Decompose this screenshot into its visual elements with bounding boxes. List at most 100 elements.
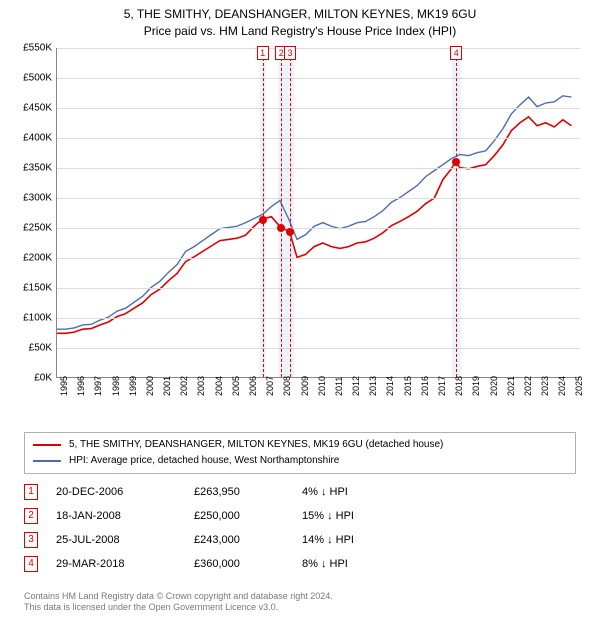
y-tick-label: £400K xyxy=(10,133,52,144)
x-tick-label: 2006 xyxy=(248,376,258,396)
y-tick-label: £200K xyxy=(10,253,52,264)
x-tick-label: 2002 xyxy=(179,376,189,396)
x-tick-label: 1999 xyxy=(128,376,138,396)
sale-marker-box: 4 xyxy=(450,46,462,60)
x-tick-label: 2024 xyxy=(557,376,567,396)
sales-date: 20-DEC-2006 xyxy=(56,486,176,498)
y-tick-label: £250K xyxy=(10,223,52,234)
y-tick-label: £100K xyxy=(10,313,52,324)
gridline xyxy=(57,48,580,49)
x-tick-label: 2014 xyxy=(385,376,395,396)
legend: 5, THE SMITHY, DEANSHANGER, MILTON KEYNE… xyxy=(24,432,576,474)
x-tick-label: 2016 xyxy=(420,376,430,396)
x-tick-label: 2004 xyxy=(214,376,224,396)
x-tick-label: 2003 xyxy=(196,376,206,396)
sale-dot xyxy=(259,216,267,224)
sale-dot xyxy=(277,224,285,232)
y-tick-label: £550K xyxy=(10,43,52,54)
title-line-2: Price paid vs. HM Land Registry's House … xyxy=(0,23,600,40)
x-tick-label: 2019 xyxy=(471,376,481,396)
x-tick-label: 2023 xyxy=(540,376,550,396)
chart: 1234 £0K£50K£100K£150K£200K£250K£300K£35… xyxy=(10,44,590,424)
sales-price: £250,000 xyxy=(194,510,284,522)
footer-line-1: Contains HM Land Registry data © Crown c… xyxy=(24,591,333,603)
x-tick-label: 2001 xyxy=(162,376,172,396)
sales-date: 25-JUL-2008 xyxy=(56,534,176,546)
gridline xyxy=(57,228,580,229)
gridline xyxy=(57,258,580,259)
x-tick-label: 2022 xyxy=(523,376,533,396)
x-tick-label: 1998 xyxy=(111,376,121,396)
sales-price: £360,000 xyxy=(194,558,284,570)
legend-label-hpi: HPI: Average price, detached house, West… xyxy=(69,453,339,469)
title-block: 5, THE SMITHY, DEANSHANGER, MILTON KEYNE… xyxy=(0,0,600,40)
footer: Contains HM Land Registry data © Crown c… xyxy=(24,591,333,614)
x-tick-label: 2013 xyxy=(368,376,378,396)
gridline xyxy=(57,318,580,319)
x-tick-label: 2018 xyxy=(454,376,464,396)
sale-marker-line xyxy=(290,48,291,377)
series-line xyxy=(57,117,571,334)
y-tick-label: £150K xyxy=(10,283,52,294)
sales-date: 18-JAN-2008 xyxy=(56,510,176,522)
line-series-svg xyxy=(57,48,580,377)
gridline xyxy=(57,288,580,289)
sales-price: £243,000 xyxy=(194,534,284,546)
sales-diff: 4% ↓ HPI xyxy=(302,486,392,498)
sales-row: 3 25-JUL-2008 £243,000 14% ↓ HPI xyxy=(24,528,576,552)
sale-marker-box: 1 xyxy=(257,46,269,60)
x-tick-label: 2010 xyxy=(317,376,327,396)
sales-diff: 8% ↓ HPI xyxy=(302,558,392,570)
x-tick-label: 2020 xyxy=(489,376,499,396)
x-tick-label: 2011 xyxy=(334,377,344,396)
x-tick-label: 2021 xyxy=(506,376,516,396)
x-tick-label: 2000 xyxy=(145,376,155,396)
page-root: 5, THE SMITHY, DEANSHANGER, MILTON KEYNE… xyxy=(0,0,600,620)
gridline xyxy=(57,78,580,79)
sales-row: 4 29-MAR-2018 £360,000 8% ↓ HPI xyxy=(24,552,576,576)
y-tick-label: £450K xyxy=(10,103,52,114)
y-tick-label: £350K xyxy=(10,163,52,174)
footer-line-2: This data is licensed under the Open Gov… xyxy=(24,602,333,614)
sales-diff: 15% ↓ HPI xyxy=(302,510,392,522)
sale-marker-box: 3 xyxy=(284,46,296,60)
sales-num-box: 1 xyxy=(24,484,38,500)
x-tick-label: 1995 xyxy=(59,376,69,396)
gridline xyxy=(57,348,580,349)
x-tick-label: 2015 xyxy=(403,376,413,396)
sales-date: 29-MAR-2018 xyxy=(56,558,176,570)
sale-dot xyxy=(286,228,294,236)
x-tick-label: 2012 xyxy=(351,376,361,396)
y-tick-label: £300K xyxy=(10,193,52,204)
gridline xyxy=(57,108,580,109)
sales-row: 2 18-JAN-2008 £250,000 15% ↓ HPI xyxy=(24,504,576,528)
sales-row: 1 20-DEC-2006 £263,950 4% ↓ HPI xyxy=(24,480,576,504)
gridline xyxy=(57,168,580,169)
legend-swatch-property xyxy=(33,444,61,446)
x-tick-label: 2009 xyxy=(300,376,310,396)
legend-row: HPI: Average price, detached house, West… xyxy=(33,453,567,469)
sales-num-box: 3 xyxy=(24,532,38,548)
y-tick-label: £0K xyxy=(10,373,52,384)
sales-table: 1 20-DEC-2006 £263,950 4% ↓ HPI 2 18-JAN-2008… xyxy=(24,480,576,576)
sales-price: £263,950 xyxy=(194,486,284,498)
sale-marker-line xyxy=(281,48,282,377)
y-tick-label: £500K xyxy=(10,73,52,84)
x-tick-label: 1996 xyxy=(76,376,86,396)
sale-dot xyxy=(452,158,460,166)
sales-diff: 14% ↓ HPI xyxy=(302,534,392,546)
gridline xyxy=(57,138,580,139)
x-tick-label: 2007 xyxy=(265,376,275,396)
x-tick-label: 2005 xyxy=(231,376,241,396)
legend-swatch-hpi xyxy=(33,460,61,462)
legend-label-property: 5, THE SMITHY, DEANSHANGER, MILTON KEYNE… xyxy=(69,437,443,453)
sale-band xyxy=(278,48,294,377)
x-tick-label: 2025 xyxy=(574,376,584,396)
gridline xyxy=(57,198,580,199)
x-tick-label: 2008 xyxy=(282,376,292,396)
y-tick-label: £50K xyxy=(10,343,52,354)
sales-num-box: 2 xyxy=(24,508,38,524)
plot-area: 1234 xyxy=(56,48,580,378)
sales-num-box: 4 xyxy=(24,556,38,572)
legend-row: 5, THE SMITHY, DEANSHANGER, MILTON KEYNE… xyxy=(33,437,567,453)
